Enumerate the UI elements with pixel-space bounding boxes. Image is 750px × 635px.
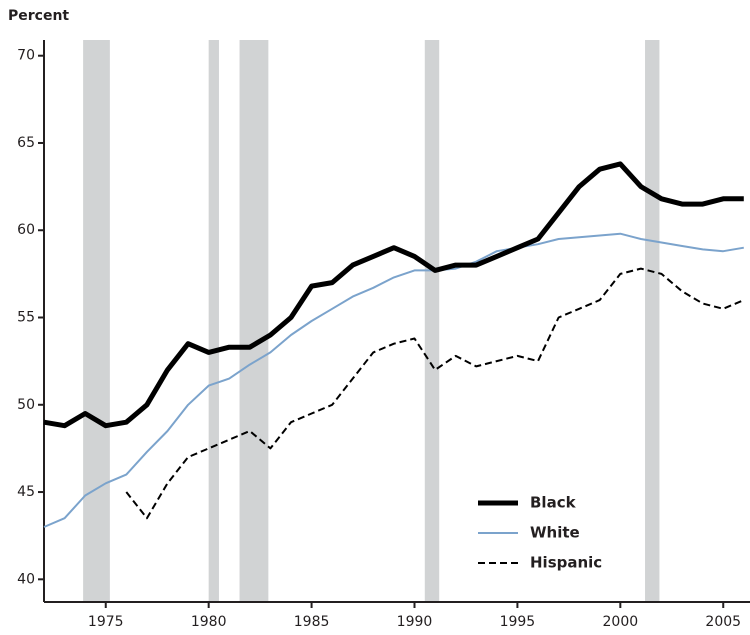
series-line — [43, 232, 744, 528]
legend-label: Black — [530, 494, 577, 512]
x-tick-label: 1990 — [397, 614, 433, 630]
series-line — [43, 161, 744, 429]
y-tick-label: 45 — [17, 484, 35, 500]
legend-label: Hispanic — [530, 554, 602, 572]
y-axis-label: Percent — [8, 8, 69, 24]
y-tick-label: 60 — [17, 222, 35, 238]
recession-band — [208, 40, 219, 602]
y-tick-label: 70 — [17, 48, 35, 64]
x-tick-label: 1995 — [500, 614, 536, 630]
x-tick-label: 1975 — [88, 614, 124, 630]
y-tick-label: 50 — [17, 397, 35, 413]
y-tick-label: 40 — [17, 571, 35, 587]
legend-label: White — [530, 524, 580, 542]
recession-band — [83, 40, 110, 602]
x-tick-label: 1985 — [294, 614, 330, 630]
series-line — [125, 267, 745, 520]
y-tick-label: 65 — [17, 135, 35, 151]
y-tick-label: 55 — [17, 310, 35, 326]
x-tick-label: 1980 — [191, 614, 227, 630]
recession-band — [645, 40, 660, 602]
recession-band — [424, 40, 440, 602]
recession-band — [239, 40, 269, 602]
x-tick-label: 2005 — [705, 614, 741, 630]
x-tick-label: 2000 — [603, 614, 639, 630]
